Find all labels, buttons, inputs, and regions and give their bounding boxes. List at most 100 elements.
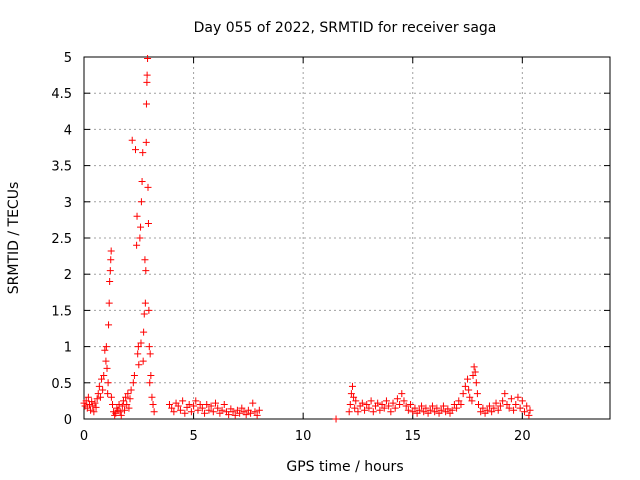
data-point (348, 382, 356, 390)
data-point (124, 390, 132, 398)
data-point (231, 411, 239, 419)
data-point (142, 100, 150, 108)
axis-ticks (83, 56, 610, 420)
data-point (389, 399, 397, 407)
data-point (104, 390, 112, 398)
y-tick-label: 3 (64, 196, 72, 211)
data-point (209, 408, 217, 416)
data-point (121, 406, 129, 414)
data-point (126, 395, 134, 403)
data-point (431, 408, 439, 416)
data-point (367, 397, 375, 405)
data-point (203, 401, 211, 409)
data-point (510, 406, 518, 414)
data-point (143, 78, 151, 86)
data-points (80, 54, 534, 423)
data-point (477, 408, 485, 416)
data-point (137, 223, 145, 231)
data-point (400, 397, 408, 405)
data-point (479, 404, 487, 412)
data-point (207, 402, 215, 410)
data-point (129, 379, 137, 387)
data-point (229, 408, 237, 416)
data-point (218, 406, 226, 414)
data-point (149, 401, 157, 409)
data-point (351, 404, 359, 412)
data-point (95, 382, 103, 390)
data-point (144, 54, 152, 62)
x-tick-label: 20 (514, 429, 531, 444)
gridlines (84, 57, 610, 419)
data-point (516, 404, 524, 412)
data-point (134, 350, 142, 358)
x-tick-labels: 0 5 10 15 20 (80, 429, 531, 444)
data-point (103, 364, 111, 372)
plot-frame (83, 56, 611, 420)
data-point (104, 379, 112, 387)
data-point (453, 404, 461, 412)
data-point (485, 402, 493, 410)
data-point (523, 402, 531, 410)
data-point (141, 256, 149, 264)
data-point (122, 393, 130, 401)
data-point (374, 399, 382, 407)
data-point (385, 402, 393, 410)
data-point (107, 256, 115, 264)
x-tick-label: 0 (80, 429, 88, 444)
data-point (465, 386, 473, 394)
data-point (426, 406, 434, 414)
data-point (238, 404, 246, 412)
y-tick-labels: 0 0.5 1 1.5 2 2.5 3 3.5 4 4.5 5 (51, 51, 72, 428)
data-point (518, 397, 526, 405)
data-point (142, 138, 150, 146)
data-point (439, 402, 447, 410)
data-point (132, 146, 140, 154)
data-point (107, 393, 115, 401)
y-tick-label: 5 (64, 51, 72, 66)
data-point (490, 404, 498, 412)
data-point (496, 402, 504, 410)
data-point (358, 399, 366, 407)
data-point (146, 350, 154, 358)
data-point (332, 415, 340, 423)
y-tick-label: 2.5 (51, 232, 72, 247)
data-point (168, 404, 176, 412)
y-tick-label: 4.5 (51, 87, 72, 102)
data-point (108, 401, 116, 409)
data-point (505, 404, 513, 412)
data-point (105, 299, 113, 307)
data-point (363, 401, 371, 409)
data-point (138, 178, 146, 186)
data-point (369, 408, 377, 416)
data-point (127, 386, 135, 394)
data-point (464, 375, 472, 383)
data-point (391, 404, 399, 412)
data-point (398, 390, 406, 398)
data-point (94, 390, 102, 398)
data-point (205, 406, 213, 414)
y-tick-label: 3.5 (51, 160, 72, 175)
data-point (380, 404, 388, 412)
data-point (106, 277, 114, 285)
y-tick-label: 1 (64, 341, 72, 356)
data-point (468, 397, 476, 405)
data-point (526, 406, 534, 414)
data-point (185, 401, 193, 409)
data-point (501, 390, 509, 398)
data-point (137, 339, 145, 347)
data-point (387, 408, 395, 416)
data-point (91, 399, 99, 407)
chart-title: Day 055 of 2022, SRMTID for receiver sag… (194, 20, 497, 36)
data-point (194, 406, 202, 414)
data-point (376, 406, 384, 414)
data-point (170, 408, 178, 416)
data-point (140, 310, 148, 318)
data-point (141, 299, 149, 307)
data-point (96, 393, 104, 401)
data-point (214, 404, 222, 412)
data-point (472, 379, 480, 387)
data-point (350, 393, 358, 401)
data-point (212, 399, 219, 407)
data-point (503, 401, 511, 409)
